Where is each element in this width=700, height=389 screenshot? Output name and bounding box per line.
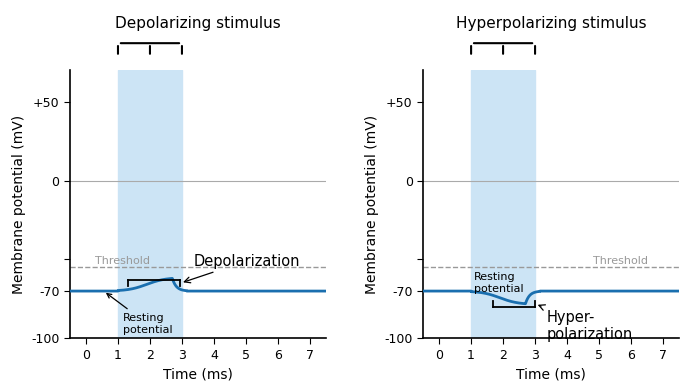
X-axis label: Time (ms): Time (ms): [516, 367, 586, 381]
Y-axis label: Membrane potential (mV): Membrane potential (mV): [365, 115, 379, 294]
Bar: [471, 70, 535, 338]
Text: Threshold: Threshold: [593, 256, 648, 266]
Text: Resting
potential: Resting potential: [474, 272, 524, 294]
Text: Threshold: Threshold: [95, 256, 150, 266]
Title: Hyperpolarizing stimulus: Hyperpolarizing stimulus: [456, 16, 646, 32]
Title: Depolarizing stimulus: Depolarizing stimulus: [115, 16, 281, 32]
Text: Depolarization: Depolarization: [184, 254, 300, 283]
Y-axis label: Membrane potential (mV): Membrane potential (mV): [12, 115, 26, 294]
X-axis label: Time (ms): Time (ms): [163, 367, 233, 381]
Text: Hyper-
polarization: Hyper- polarization: [539, 305, 633, 342]
Bar: [118, 70, 182, 338]
Text: Resting
potential: Resting potential: [107, 294, 172, 335]
